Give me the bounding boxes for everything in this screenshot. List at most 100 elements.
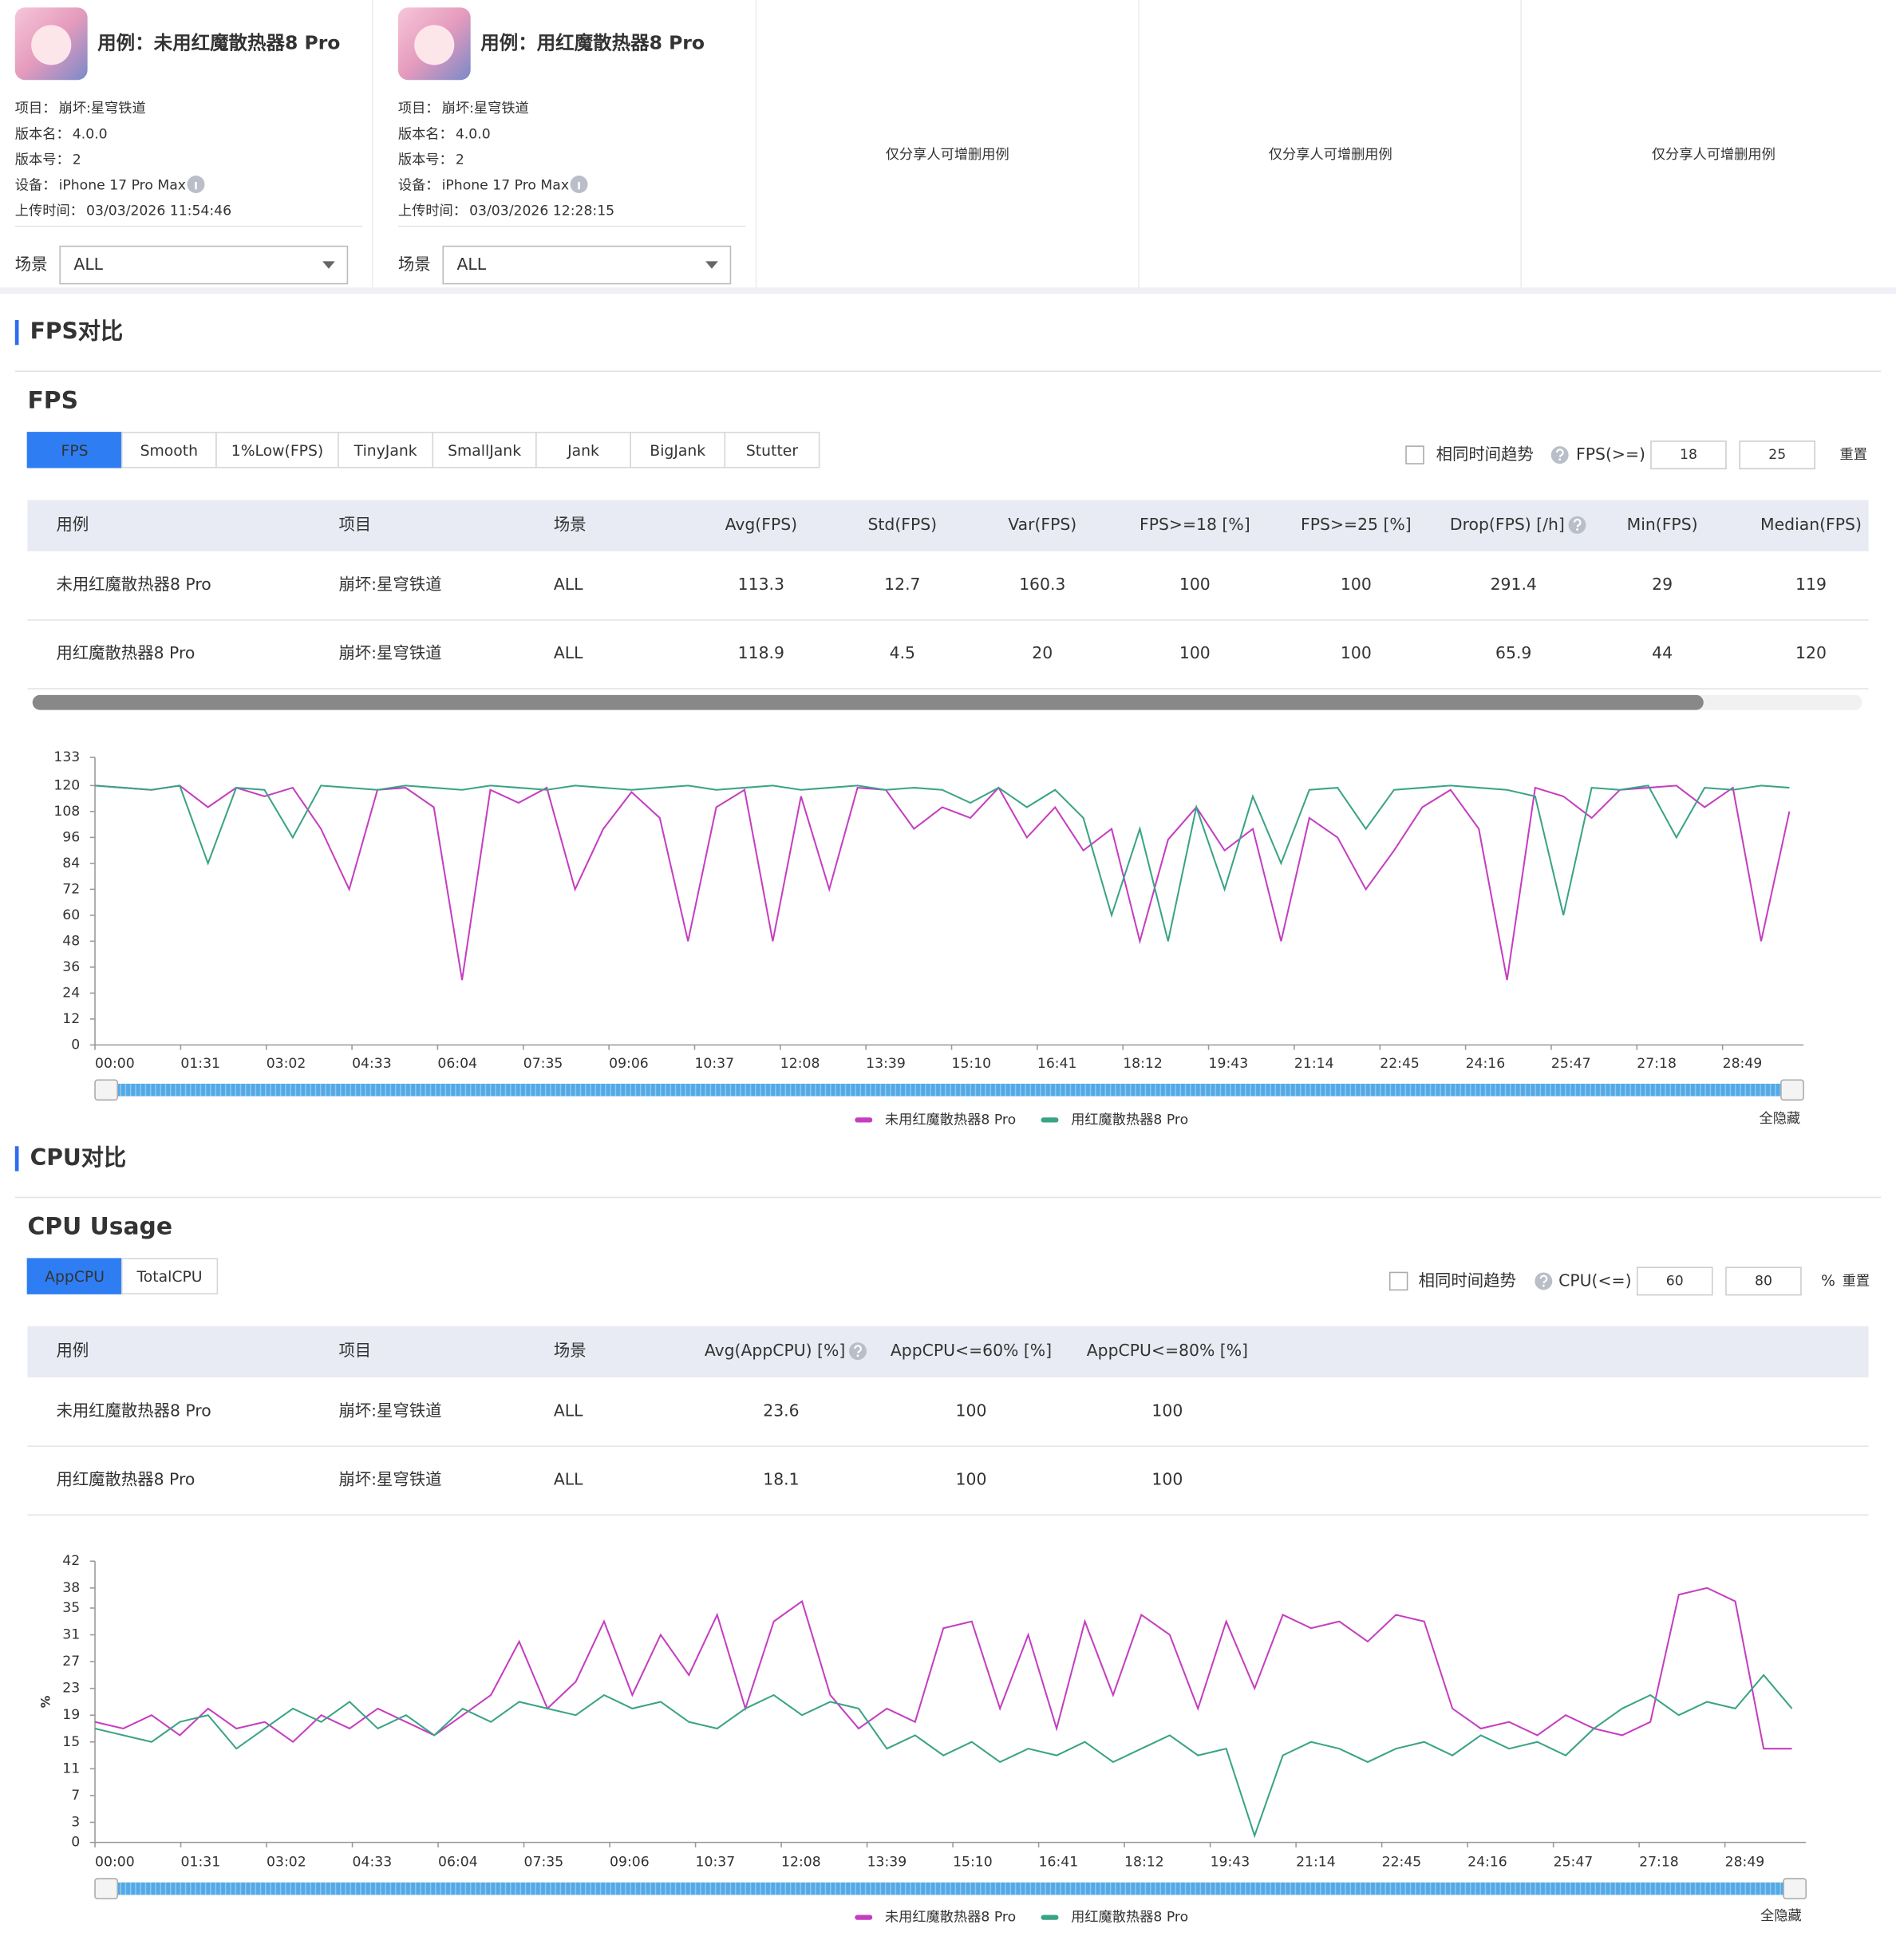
y-tick-label: 11 [62,1760,80,1776]
tab-label: Stutter [746,443,798,460]
slider-handle[interactable] [1783,1878,1807,1899]
slider-handle[interactable] [94,1079,119,1101]
y-tick-label: 7 [71,1788,80,1804]
legend-swatch[interactable] [1041,1915,1059,1920]
threshold-input[interactable] [1637,1266,1713,1296]
x-tick-label: 10:37 [696,1855,736,1871]
select-caret [322,261,335,269]
help-icon [1550,446,1569,464]
field-label: 设备： [398,178,440,194]
y-tick-label: 133 [53,749,80,765]
field-label: 项目： [398,101,440,117]
table-cell: 120 [1795,643,1827,662]
tab[interactable] [724,432,820,468]
x-tick-label: 22:45 [1382,1855,1422,1871]
scene-label: 场景 [15,255,48,274]
table-cell: ALL [554,1401,583,1420]
legend-label[interactable]: 未用红魔散热器8 Pro [885,1910,1016,1926]
table-cell: 100 [1179,643,1211,662]
scene-select[interactable] [442,245,732,285]
table-header [27,1326,1869,1378]
tab[interactable] [630,432,726,468]
table-header-cell: 场景 [554,1341,587,1360]
x-tick-label: 15:10 [952,1056,992,1072]
zoom-slider[interactable] [100,1882,1801,1895]
tab[interactable] [338,432,434,468]
table-header-cell: Median(FPS) [1760,515,1862,534]
help-glyph [854,1345,862,1354]
field-value: 03/03/2026 12:28:15 [469,204,614,219]
series-line [94,784,1791,981]
legend-label[interactable]: 未用红魔散热器8 Pro [885,1112,1016,1128]
reset-link[interactable]: 重置 [1840,447,1867,463]
threshold-value: 18 [1680,447,1697,463]
x-tick-label: 21:14 [1296,1855,1336,1871]
scene-select[interactable] [59,245,349,285]
table-cell: 100 [956,1469,987,1488]
scroll-thumb[interactable] [32,694,1704,710]
reset-link[interactable]: 重置 [1843,1273,1870,1289]
tab[interactable] [120,432,217,468]
help-glyph [1539,1274,1548,1284]
table-cell: 未用红魔散热器8 Pro [56,1401,211,1420]
field-value: iPhone 17 Pro Max [59,178,186,194]
tab-label: BigJank [650,443,705,460]
x-tick-label: 25:47 [1554,1855,1594,1871]
x-tick-label: 24:16 [1466,1056,1506,1072]
tab[interactable] [432,432,537,468]
x-tick-label: 03:02 [267,1855,306,1871]
table-header-cell: Avg(AppCPU) [%] [705,1341,845,1360]
threshold-input[interactable] [1739,441,1815,470]
tab[interactable] [26,432,123,468]
y-tick-label: 27 [62,1654,80,1670]
x-tick-label: 10:37 [694,1056,734,1072]
table-cell: 100 [1179,575,1211,594]
field-label: 设备： [15,178,57,194]
y-tick-label: 36 [62,959,80,975]
checkbox[interactable] [1405,445,1424,464]
field-label: 版本名： [398,126,453,142]
help-glyph [1573,518,1582,528]
heading-bar [14,1146,19,1172]
tab-label: TinyJank [354,443,417,460]
help-circle [849,1342,867,1361]
table-header-cell: Std(FPS) [868,515,938,534]
y-tick-label: 96 [62,829,80,845]
y-tick-label: 24 [62,985,80,1001]
zoom-slider[interactable] [100,1083,1799,1097]
tab-label: FPS [61,443,89,460]
checkbox[interactable] [1388,1271,1408,1291]
hide-all-link[interactable]: 全隐藏 [1760,1908,1802,1924]
slider-handle[interactable] [1780,1079,1804,1101]
x-tick-label: 28:49 [1723,1056,1763,1072]
table-header-cell: Var(FPS) [1008,515,1076,534]
table-header-cell: Drop(FPS) [/h] [1450,515,1565,534]
table-header-cell: FPS>=25 [%] [1301,515,1412,534]
table-header-cell: 用例 [56,515,89,534]
slider-handle[interactable] [94,1878,119,1899]
legend-label[interactable]: 用红魔散热器8 Pro [1071,1112,1188,1128]
table-cell: 崩坏:星穹铁道 [338,575,441,594]
x-tick-label: 06:04 [437,1056,477,1072]
table-cell: 160.3 [1019,575,1065,594]
tab[interactable] [215,432,339,468]
x-tick-label: 12:08 [781,1855,821,1871]
legend-swatch[interactable] [855,1117,873,1123]
threshold-input[interactable] [1650,441,1727,470]
select-caret [705,261,718,269]
table-cell: 119 [1795,575,1827,594]
header-band [0,287,1896,294]
tab[interactable] [535,432,631,468]
legend-swatch[interactable] [1041,1117,1059,1123]
y-tick-label: 35 [62,1600,80,1616]
table-header-cell: AppCPU<=60% [%] [891,1341,1052,1360]
tab[interactable] [120,1258,219,1294]
legend-label[interactable]: 用红魔散热器8 Pro [1071,1910,1188,1926]
case-title: 用例：用红魔散热器8 Pro [480,31,705,53]
table-cell: 100 [1341,643,1372,662]
help-circle [1550,446,1569,464]
threshold-input[interactable] [1725,1266,1802,1296]
table-header [27,500,1869,551]
legend-swatch[interactable] [855,1915,873,1920]
hide-all-link[interactable]: 全隐藏 [1760,1111,1801,1127]
